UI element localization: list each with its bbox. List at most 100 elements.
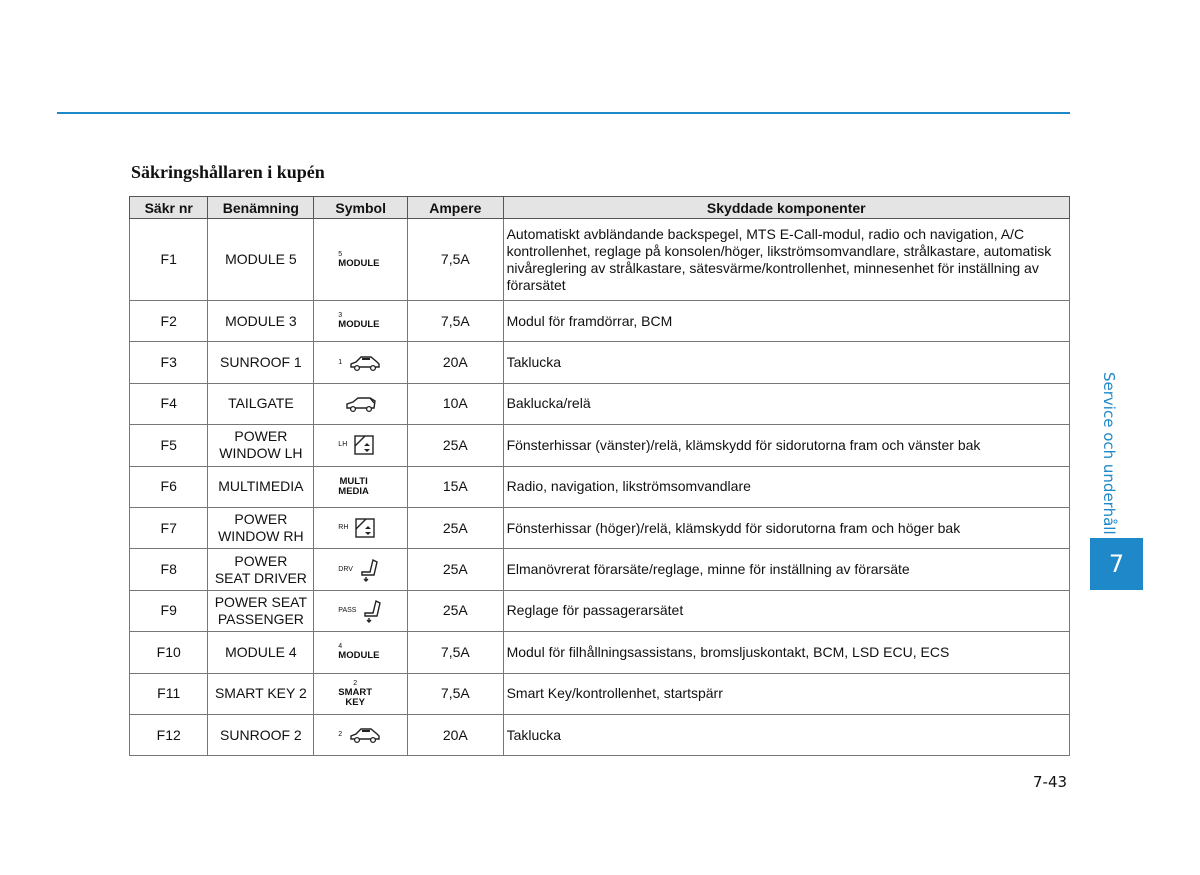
symbol-group: 4 MODULE	[338, 643, 404, 661]
fuse-components: Automatiskt avbländande backspegel, MTS …	[502, 218, 1071, 301]
symbol-text: 3 MODULE	[338, 312, 379, 330]
fuse-name: MODULE 3	[207, 299, 315, 343]
symbol-text: 2 SMART KEY	[338, 680, 372, 708]
fuse-number: F1	[128, 218, 209, 301]
table-row: F11 SMART KEY 2 2 SMART KEY 7,5A Smart Key/kon…	[128, 672, 1071, 715]
symbol-label: MEDIA	[338, 485, 369, 497]
fuse-ampere: 7,5A	[407, 218, 504, 301]
name-line: MODULE 4	[225, 643, 297, 660]
fuse-components: Smart Key/kontrollenhet, startspärr	[502, 672, 1071, 715]
symbol-superscript: 5	[338, 250, 343, 258]
side-label: Service och underhåll	[1100, 372, 1118, 535]
symbol-group: PASS	[338, 599, 404, 623]
fuse-name: SUNROOF 1	[207, 341, 315, 384]
symbol-label: MODULE	[338, 650, 380, 662]
symbol-superscript: 3	[338, 312, 343, 320]
symbol-label: SMART	[338, 686, 373, 698]
fuse-components: Reglage för passagerarsätet	[502, 589, 1071, 633]
symbol-text: 4 MODULE	[338, 643, 379, 661]
symbol-icon	[354, 517, 376, 539]
symbol-group: LH	[338, 434, 404, 456]
fuse-number: F4	[128, 382, 209, 426]
fuse-name: MODULE 5	[207, 218, 315, 301]
fuse-symbol: RH	[313, 506, 409, 550]
name-line: TAILGATE	[228, 395, 294, 412]
table-row: F4 TAILGATE 10A Baklucka/relä	[128, 382, 1071, 426]
fuse-components: Modul för framdörrar, BCM	[502, 299, 1071, 343]
fuse-number: F8	[128, 548, 209, 591]
fuse-name: SMART KEY 2	[207, 672, 315, 715]
table-row: F8 POWER SEAT DRIVER DRV 25A Elmanövrerat för…	[128, 548, 1071, 591]
fuse-name: MODULE 4	[207, 631, 315, 674]
table-row: F5 POWER WINDOW LH LH 25A Fönsterhissar (väns…	[128, 424, 1071, 467]
name-line: POWER	[234, 552, 288, 569]
fuse-number: F7	[128, 506, 209, 550]
name-line: WINDOW LH	[219, 445, 303, 462]
name-line: POWER	[234, 511, 288, 528]
fuse-symbol: PASS	[313, 589, 409, 633]
fuse-ampere: 25A	[407, 548, 504, 591]
column-header: Skyddade komponenter	[502, 196, 1071, 219]
section-title: Säkringshållaren i kupén	[131, 162, 325, 182]
symbol-group: MULTI MEDIA	[338, 475, 404, 497]
fuse-components: Baklucka/relä	[502, 382, 1071, 426]
symbol-text: 1	[338, 359, 342, 367]
symbol-text: MULTI MEDIA	[338, 475, 369, 497]
symbol-group: 2 SMART KEY	[338, 680, 404, 708]
symbol-superscript: 2	[353, 679, 358, 687]
fuse-ampere: 20A	[407, 341, 504, 384]
symbol-text: 5 MODULE	[338, 251, 379, 269]
name-line: SUNROOF 1	[220, 354, 302, 371]
symbol-superscript: 2	[338, 731, 343, 739]
symbol-label: MODULE	[338, 257, 380, 269]
name-line: SMART KEY 2	[214, 685, 307, 702]
symbol-label: MULTI	[339, 475, 368, 487]
fuse-ampere: 7,5A	[407, 672, 504, 715]
table-row: F10 MODULE 4 4 MODULE 7,5A Modul för filhålln…	[128, 631, 1071, 674]
fuse-name: MULTIMEDIA	[207, 465, 315, 508]
symbol-text: 2	[338, 731, 342, 739]
symbol-group: 1	[338, 353, 404, 373]
symbol-icon	[348, 725, 382, 745]
fuse-ampere: 7,5A	[407, 631, 504, 674]
table-row: F3 SUNROOF 1 1 20A Taklucka	[128, 341, 1071, 384]
fuse-components: Modul för filhållningsassistans, bromslj…	[502, 631, 1071, 674]
symbol-superscript: PASS	[338, 606, 357, 614]
name-line: MODULE 5	[225, 251, 297, 267]
name-line: SUNROOF 2	[220, 726, 302, 743]
symbol-group: RH	[338, 517, 404, 539]
fuse-symbol: 3 MODULE	[313, 299, 409, 343]
symbol-group: DRV	[338, 558, 404, 582]
fuse-number: F6	[128, 465, 209, 508]
symbol-icon	[359, 558, 381, 582]
symbol-icon	[348, 353, 382, 373]
fuse-ampere: 15A	[407, 465, 504, 508]
fuse-number: F5	[128, 424, 209, 467]
fuse-name: POWER WINDOW LH	[207, 424, 315, 467]
symbol-label: KEY	[345, 696, 365, 708]
name-line: WINDOW RH	[218, 528, 304, 545]
symbol-superscript: 1	[338, 358, 343, 366]
fuse-symbol: 2 SMART KEY	[313, 672, 409, 715]
symbol-icon	[362, 599, 384, 623]
fuse-number: F3	[128, 341, 209, 384]
symbol-text: DRV	[338, 566, 353, 574]
fuse-number: F2	[128, 299, 209, 343]
header-rule	[57, 112, 1070, 114]
fuse-number: F12	[128, 713, 209, 757]
fuse-symbol	[313, 382, 409, 426]
symbol-text: LH	[338, 441, 347, 449]
symbol-icon	[344, 394, 378, 414]
symbol-superscript: 4	[338, 643, 343, 651]
symbol-label: MODULE	[338, 319, 380, 331]
fuse-components: Fönsterhissar (höger)/relä, klämskydd fö…	[502, 506, 1071, 550]
fuse-symbol: 5 MODULE	[313, 218, 409, 301]
fuse-symbol: 4 MODULE	[313, 631, 409, 674]
fuse-name: TAILGATE	[207, 382, 315, 426]
symbol-group: 3 MODULE	[338, 312, 404, 330]
fuse-table: Säkr nr Benämning Symbol Ampere Skyddade kom…	[128, 196, 1071, 757]
name-line: MODULE 3	[225, 312, 297, 329]
symbol-icon	[353, 434, 375, 456]
fuse-components: Fönsterhissar (vänster)/relä, klämskydd …	[502, 424, 1071, 467]
symbol-text: RH	[338, 524, 348, 532]
